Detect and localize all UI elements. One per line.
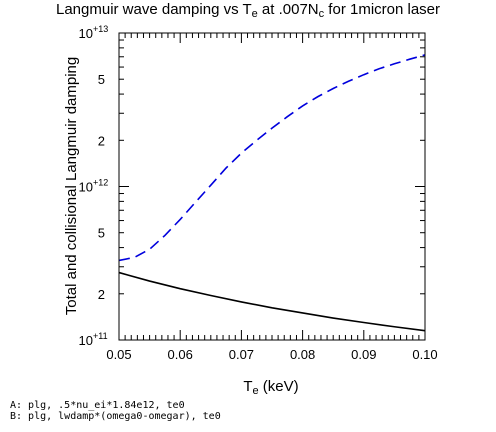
y-axis-label: Total and collisional Langmuir damping (63, 57, 80, 316)
footer-line-b: B: plg, lwdamp*(omega0-omegar), te0 (10, 411, 221, 422)
x-tick-label: 0.09 (351, 347, 376, 362)
x-tick-label: 0.06 (168, 347, 193, 362)
x-tick-label: 0.05 (106, 347, 131, 362)
x-axis-label: Te (keV) (243, 378, 298, 397)
x-tick-label: 0.07 (229, 347, 254, 362)
y-tick-label: 5 (98, 72, 105, 87)
chart-title: Langmuir wave damping vs Te at .007Nc fo… (56, 1, 440, 20)
x-tick-label: 0.08 (290, 347, 315, 362)
y-tick-label: 5 (98, 226, 105, 241)
series-line-2 (118, 54, 426, 262)
y-tick-label: 10 (79, 333, 93, 348)
y-tick-exponent: +11 (93, 331, 108, 341)
x-tick-label: 0.10 (412, 347, 437, 362)
y-tick-label: 2 (98, 287, 105, 302)
chart: Langmuir wave damping vs Te at .007Nc fo… (56, 1, 440, 397)
y-tick-label: 2 (98, 133, 105, 148)
footer-line-a: A: plg, .5*nu_ei*1.84e12, te0 (10, 400, 185, 411)
y-tick-exponent: +12 (93, 178, 108, 188)
plot-frame (118, 32, 426, 341)
y-tick-exponent: +13 (93, 24, 108, 34)
y-tick-label: 10 (79, 26, 93, 41)
series-line-1 (118, 271, 426, 332)
y-tick-label: 10 (79, 180, 93, 195)
